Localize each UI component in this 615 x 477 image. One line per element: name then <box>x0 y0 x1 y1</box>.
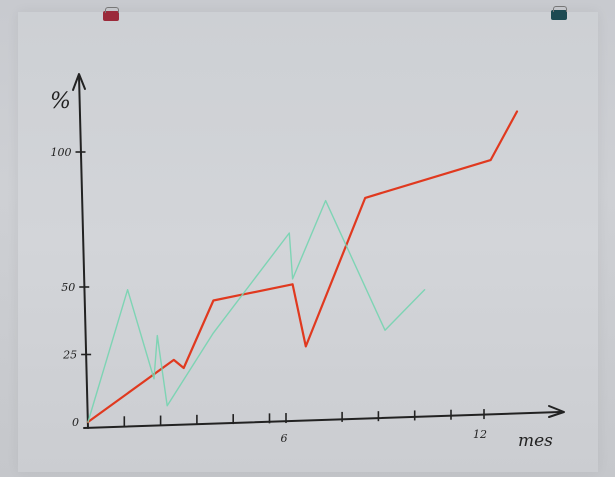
y-tick-label: 25 <box>62 349 77 362</box>
chart-ticks: 0 25 50 100 6 12 <box>51 146 488 445</box>
chart-labels: % mes <box>50 89 553 451</box>
x-tick-label: 6 <box>281 432 288 445</box>
y-tick-label: 50 <box>61 281 75 294</box>
x-axis-line <box>83 411 561 429</box>
binder-clip-icon <box>551 6 567 20</box>
y-tick-label: 0 <box>72 416 79 429</box>
x-axis-label: mes <box>518 431 553 451</box>
x-axis-arrow <box>548 405 565 418</box>
y-axis-line <box>78 75 89 429</box>
chart-series <box>86 110 519 424</box>
chart-axes <box>72 73 565 429</box>
series-line-red <box>86 110 519 424</box>
y-tick-label: 100 <box>51 146 72 159</box>
series-line-green <box>87 199 426 423</box>
y-axis-arrow <box>72 73 86 91</box>
x-tick-label: 12 <box>473 428 487 441</box>
binder-clip-icon <box>103 7 119 21</box>
y-axis-label: % <box>50 89 71 114</box>
